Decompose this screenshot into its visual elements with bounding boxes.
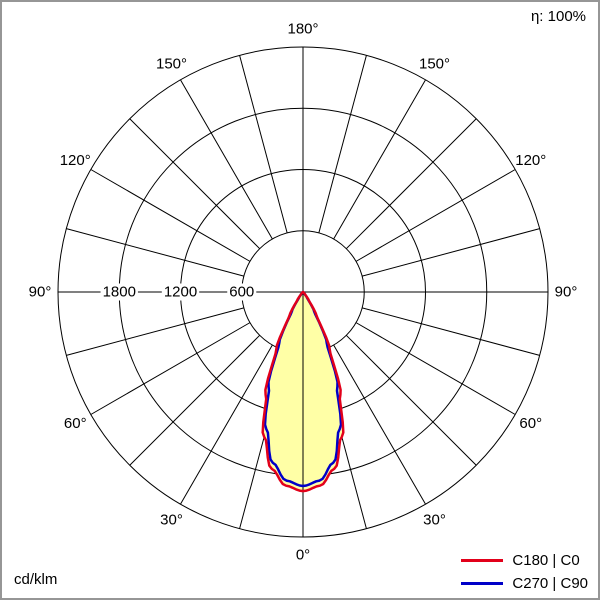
legend-line-c0-icon [461,559,504,562]
svg-text:120°: 120° [60,152,91,169]
units-label: cd/klm [14,571,58,588]
svg-text:1800: 1800 [103,284,136,301]
legend-item: C180 | C0 [461,552,588,569]
legend: C180 | C0 C270 | C90 [461,552,588,592]
svg-text:150°: 150° [419,56,450,73]
svg-text:1200: 1200 [164,284,197,301]
svg-text:60°: 60° [64,415,87,432]
svg-text:30°: 30° [423,511,446,528]
svg-text:600: 600 [229,284,254,301]
legend-line-c90-icon [461,582,504,585]
legend-label-c90: C270 | C90 [512,575,588,592]
svg-text:0°: 0° [296,547,310,564]
svg-text:180°: 180° [287,21,318,38]
svg-text:90°: 90° [29,284,52,301]
svg-text:30°: 30° [160,511,183,528]
svg-text:90°: 90° [555,284,578,301]
svg-text:120°: 120° [515,152,546,169]
svg-text:150°: 150° [156,56,187,73]
legend-item: C270 | C90 [461,575,588,592]
efficiency-label: η: 100% [530,8,586,25]
svg-text:60°: 60° [519,415,542,432]
legend-label-c0: C180 | C0 [512,552,580,569]
